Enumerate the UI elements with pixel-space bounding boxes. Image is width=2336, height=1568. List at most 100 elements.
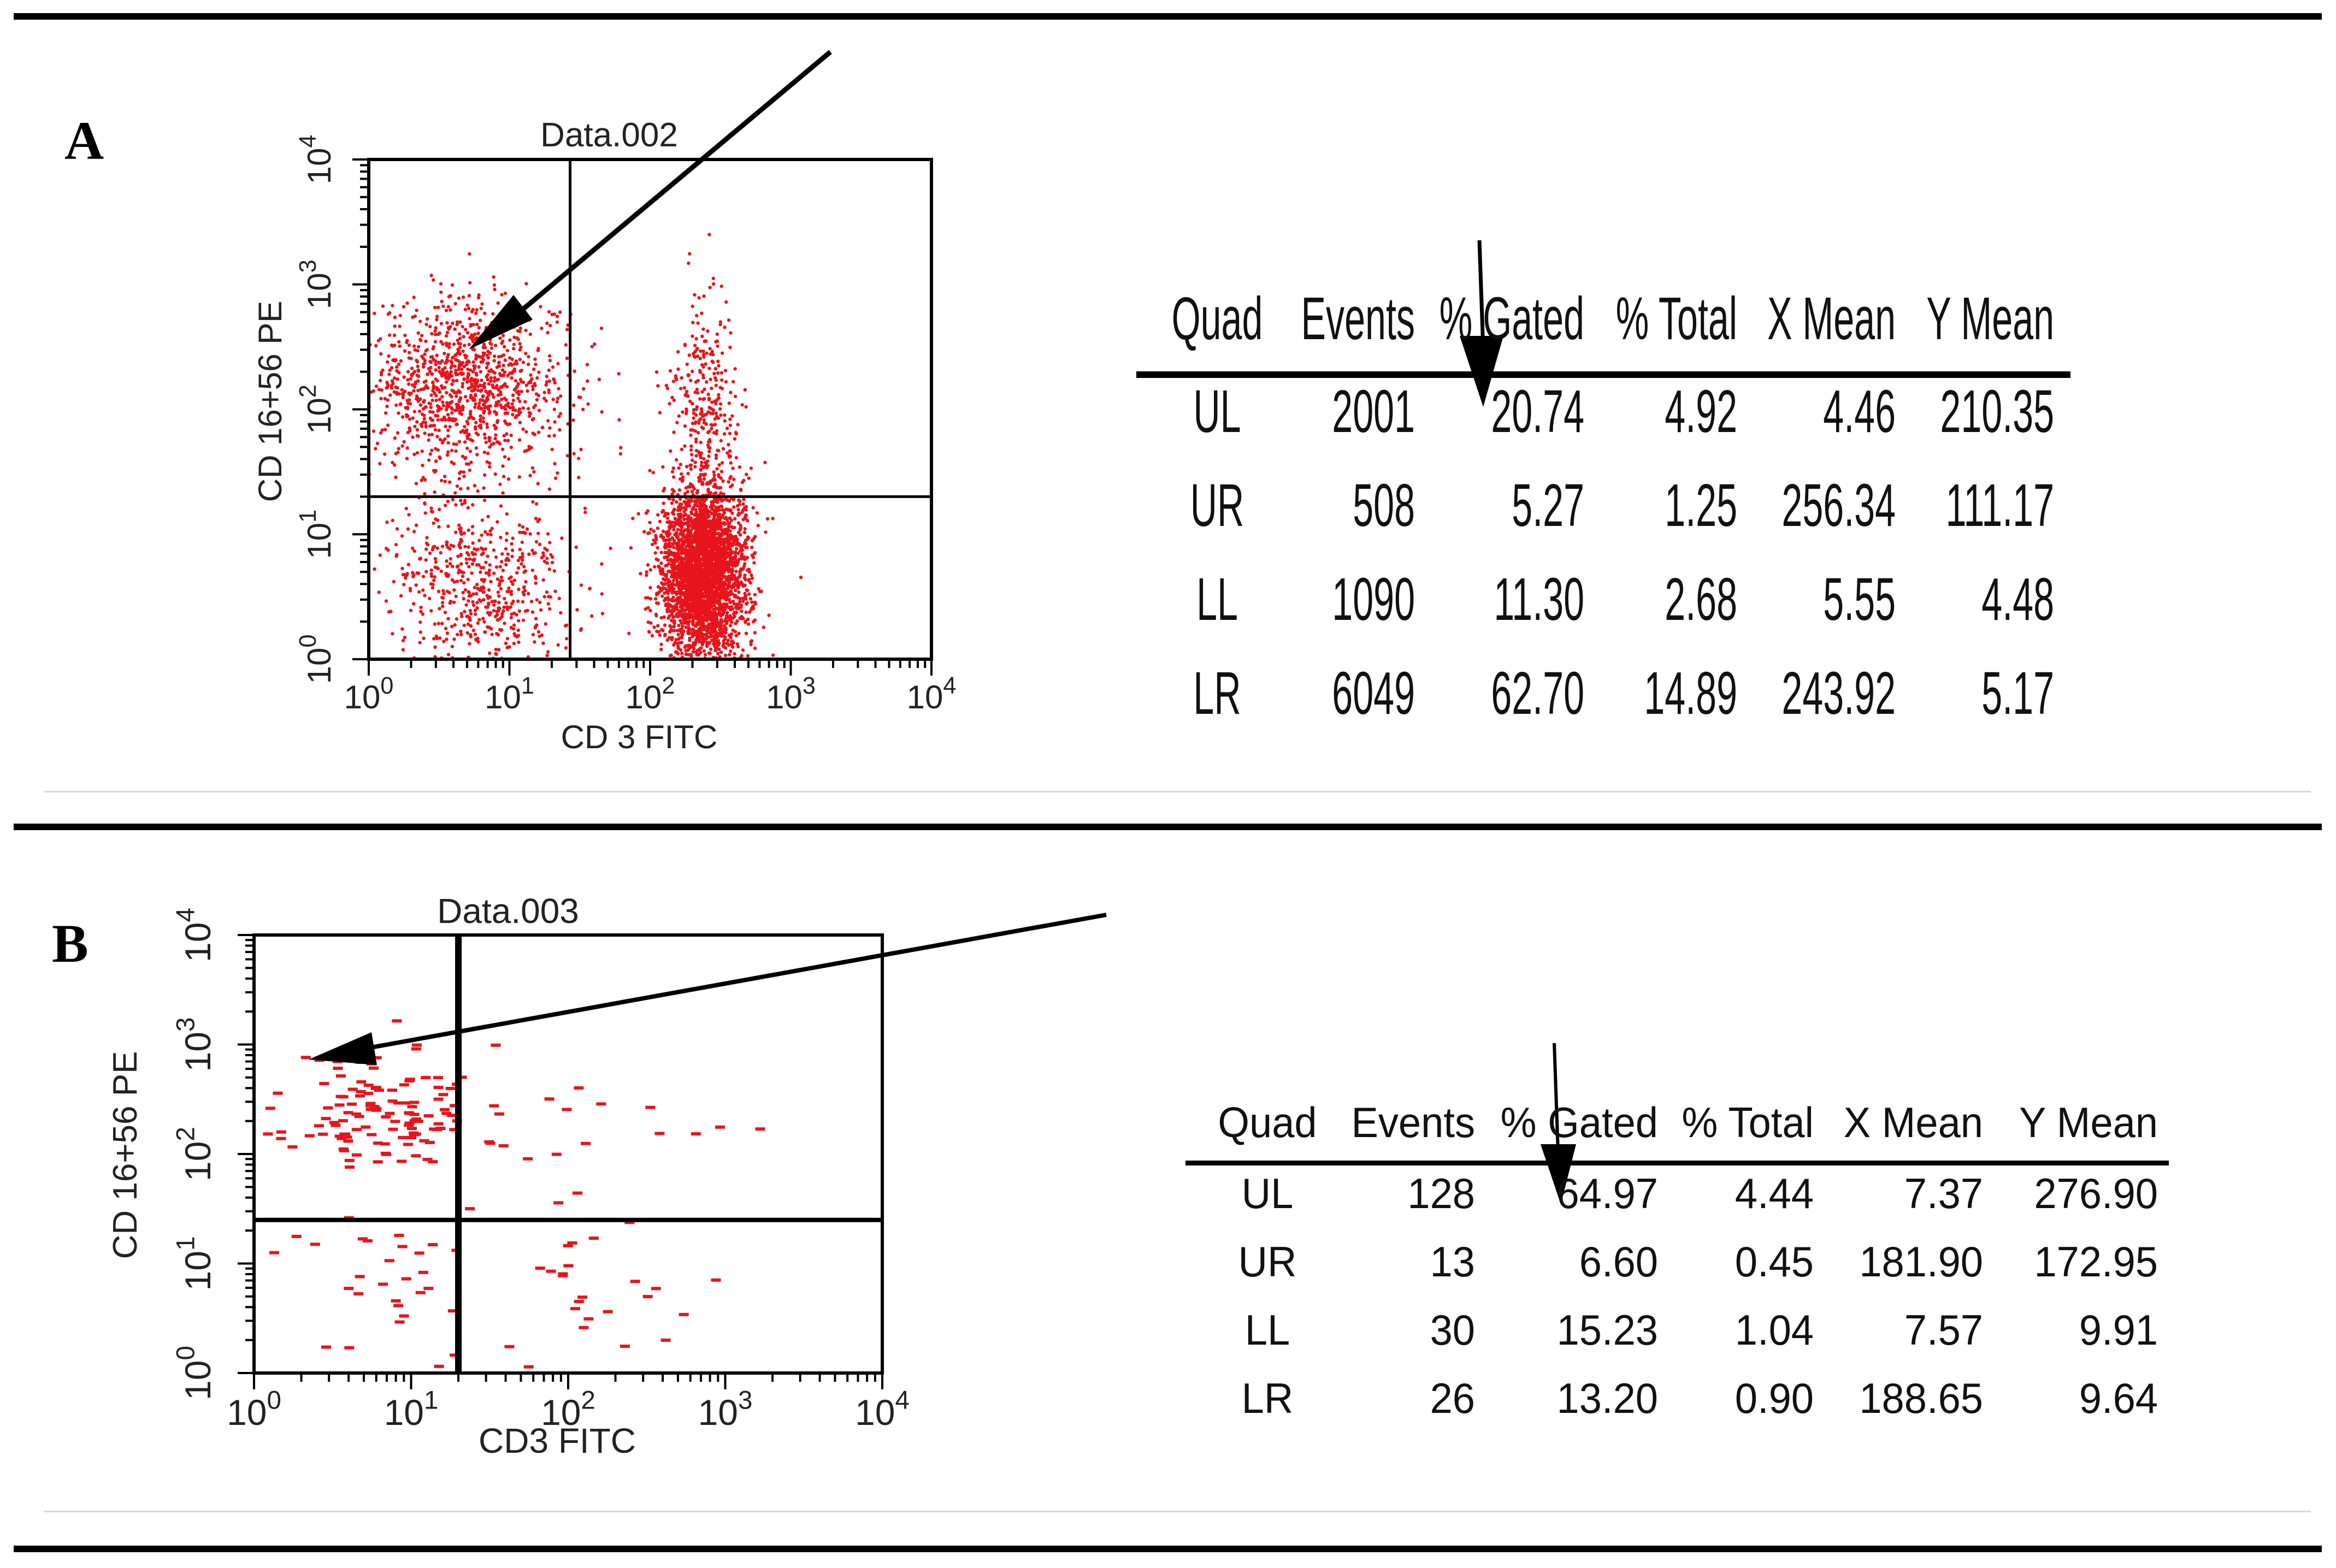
- scatter-point: [452, 637, 456, 641]
- scatter-point: [676, 528, 680, 531]
- scatter-point: [415, 394, 419, 398]
- scatter-point: [693, 643, 697, 647]
- scatter-point: [555, 400, 559, 404]
- scatter-point: [694, 337, 698, 341]
- scatter-point: [742, 507, 746, 511]
- scatter-point: [674, 553, 678, 558]
- scatter-point: [492, 599, 497, 603]
- scatter-point: [749, 466, 753, 470]
- scatter-point: [411, 435, 415, 439]
- scatter-point: [609, 546, 612, 551]
- scatter-point: [489, 376, 493, 380]
- scatter-point: [514, 408, 517, 412]
- scatter-point: [669, 575, 674, 579]
- scatter-point: [422, 636, 426, 640]
- scatter-point: [656, 624, 660, 628]
- scatter-point: [679, 529, 683, 532]
- scatter-point: [694, 638, 698, 642]
- scatter-point: [424, 339, 428, 344]
- scatter-point: [510, 548, 515, 552]
- scatter-point: [737, 590, 741, 594]
- scatter-point: [703, 603, 707, 607]
- scatter-point: [706, 487, 710, 492]
- scatter-point: [693, 535, 698, 539]
- scatter-point: [692, 526, 696, 530]
- scatter-point: [544, 383, 548, 387]
- scatter-point: [497, 388, 500, 392]
- scatter-point: [527, 552, 531, 557]
- scatter-point: [458, 336, 462, 340]
- scatter-point: [492, 354, 497, 358]
- scatter-point: [501, 464, 505, 468]
- scatter-point: [669, 520, 673, 524]
- scatter-point: [652, 565, 657, 569]
- scatter-point: [462, 531, 467, 535]
- scatter-point: [670, 395, 674, 399]
- scatter-point: [680, 472, 683, 476]
- scatter-point: [736, 552, 740, 555]
- scatter-point: [548, 323, 552, 328]
- scatter-point: [558, 310, 562, 314]
- scatter-point: [452, 442, 456, 446]
- scatter-point: [691, 622, 695, 626]
- scatter-point: [479, 370, 482, 374]
- scatter-point: [476, 489, 480, 493]
- scatter-point: [386, 423, 390, 427]
- scatter-point: [743, 527, 747, 531]
- scatter-point: [385, 360, 390, 364]
- scatter-point: [750, 606, 754, 610]
- scatter-point: [723, 539, 728, 543]
- scatter-point: [487, 411, 491, 415]
- scatter-point: [445, 453, 450, 457]
- scatter-point: [728, 423, 733, 427]
- scatter-point: [734, 455, 739, 460]
- scatter-point: [515, 571, 519, 575]
- scatter-point: [696, 596, 700, 600]
- scatter-point: [727, 318, 731, 322]
- scatter-point: [668, 532, 672, 536]
- scatter-point: [753, 593, 757, 596]
- scatter-point: [727, 480, 730, 484]
- scatter-point: [406, 370, 410, 374]
- scatter-point: [716, 500, 719, 504]
- scatter-point: [414, 380, 417, 384]
- scatter-point: [509, 616, 514, 620]
- scatter-point: [408, 398, 411, 402]
- scatter-point: [396, 451, 400, 454]
- scatter-point: [471, 603, 476, 607]
- scatter-point: [458, 397, 462, 401]
- scatter-point: [697, 634, 701, 638]
- scatter-point: [693, 557, 697, 560]
- scatter-point: [739, 549, 743, 553]
- scatter-point: [410, 546, 415, 551]
- scatter-point: [535, 598, 539, 602]
- scatter-point: [526, 389, 529, 393]
- scatter-point: [467, 342, 471, 346]
- scatter-point: [565, 328, 569, 332]
- scatter-point: [674, 557, 678, 561]
- scatter-point: [462, 377, 466, 381]
- scatter-point: [439, 569, 444, 573]
- scatter-point: [721, 595, 725, 599]
- scatter-point: [440, 395, 444, 399]
- scatter-point: [414, 583, 418, 587]
- scatter-point: [667, 525, 671, 529]
- scatter-point: [468, 468, 472, 472]
- scatter-point: [694, 590, 698, 594]
- scatter-point: [538, 600, 542, 605]
- scatter-point: [545, 548, 549, 552]
- scatter-point: [736, 508, 740, 512]
- scatter-point: [715, 581, 719, 585]
- scatter-point: [444, 309, 449, 312]
- scatter-point: [590, 345, 594, 348]
- scatter-point: [541, 641, 545, 645]
- scatter-point: [548, 358, 552, 363]
- scatter-point: [500, 447, 505, 451]
- scatter-point: [617, 372, 621, 376]
- scatter-point: [691, 591, 695, 595]
- scatter-point: [398, 313, 403, 317]
- scatter-point: [736, 595, 740, 600]
- scatter-point: [741, 599, 745, 603]
- scatter-point: [405, 457, 409, 460]
- scatter-point: [452, 600, 456, 605]
